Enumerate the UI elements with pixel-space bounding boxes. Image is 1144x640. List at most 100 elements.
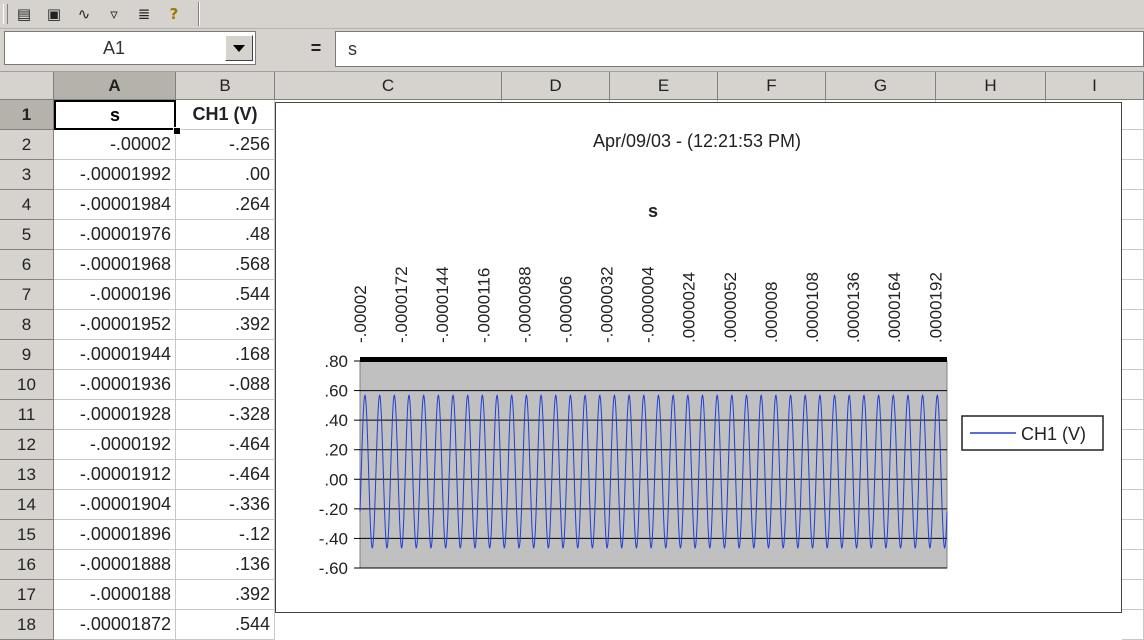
cell-a[interactable]: -.00002 xyxy=(54,130,176,160)
cell-a[interactable]: -.00001976 xyxy=(54,220,176,250)
row-header[interactable]: 14 xyxy=(0,490,54,520)
curve-fit-icon[interactable]: ∿ xyxy=(77,5,91,23)
row-header[interactable]: 4 xyxy=(0,190,54,220)
column-header-d[interactable]: D xyxy=(502,72,610,100)
y-tick-label: -.20 xyxy=(319,500,348,519)
cell-b[interactable]: .544 xyxy=(176,610,275,640)
select-all-corner[interactable] xyxy=(0,72,54,100)
empty-cell[interactable] xyxy=(1122,550,1144,580)
column-header-i[interactable]: I xyxy=(1046,72,1144,100)
row-header[interactable]: 15 xyxy=(0,520,54,550)
cell-a[interactable]: -.00001984 xyxy=(54,190,176,220)
row-header[interactable]: 18 xyxy=(0,610,54,640)
empty-cell[interactable] xyxy=(1122,160,1144,190)
row-header[interactable]: 17 xyxy=(0,580,54,610)
cell-a[interactable]: -.00001992 xyxy=(54,160,176,190)
series-line-ch1[interactable] xyxy=(359,393,948,549)
row-header[interactable]: 3 xyxy=(0,160,54,190)
empty-cell[interactable] xyxy=(1122,610,1144,640)
row-header[interactable]: 10 xyxy=(0,370,54,400)
cell-a[interactable]: -.00001936 xyxy=(54,370,176,400)
empty-cell[interactable] xyxy=(1122,460,1144,490)
cell-a[interactable]: -.00001968 xyxy=(54,250,176,280)
row-header[interactable]: 13 xyxy=(0,460,54,490)
column-header-c[interactable]: C xyxy=(275,72,502,100)
empty-cell[interactable] xyxy=(1122,400,1144,430)
empty-cell[interactable] xyxy=(1122,100,1144,130)
cell-a[interactable]: -.00001872 xyxy=(54,610,176,640)
cell-b[interactable]: -.12 xyxy=(176,520,275,550)
cell-b[interactable]: -.088 xyxy=(176,370,275,400)
cell-b[interactable]: .392 xyxy=(176,310,275,340)
empty-cell[interactable] xyxy=(1122,280,1144,310)
toolbar-grip[interactable] xyxy=(3,4,8,24)
cell-b[interactable]: .168 xyxy=(176,340,275,370)
cell-b[interactable]: -.256 xyxy=(176,130,275,160)
cell-a[interactable]: -.00001896 xyxy=(54,520,176,550)
statistics-icon[interactable]: ≣ xyxy=(137,5,151,23)
chart-options-icon[interactable]: ▣ xyxy=(46,5,62,23)
name-box-dropdown-button[interactable] xyxy=(225,35,253,61)
cell-a[interactable]: -.0000192 xyxy=(54,430,176,460)
cell-b[interactable]: .136 xyxy=(176,550,275,580)
cell-a[interactable]: -.00001944 xyxy=(54,340,176,370)
empty-cell[interactable] xyxy=(1122,130,1144,160)
cell-a[interactable]: -.00001928 xyxy=(54,400,176,430)
column-header-h[interactable]: H xyxy=(936,72,1046,100)
cell-b[interactable]: .568 xyxy=(176,250,275,280)
legend[interactable]: CH1 (V) xyxy=(961,415,1104,451)
empty-cell[interactable] xyxy=(1122,340,1144,370)
row-header[interactable]: 8 xyxy=(0,310,54,340)
chart[interactable]: Apr/09/03 - (12:21:53 PM) s .80 .60 .40 .20… xyxy=(275,102,1122,613)
empty-cell[interactable] xyxy=(1122,310,1144,340)
cell-b[interactable]: .264 xyxy=(176,190,275,220)
row-header[interactable]: 9 xyxy=(0,340,54,370)
empty-cell[interactable] xyxy=(1122,580,1144,610)
name-box-value[interactable]: A1 xyxy=(102,38,126,58)
column-header-e[interactable]: E xyxy=(610,72,718,100)
row-header[interactable]: 11 xyxy=(0,400,54,430)
row-header[interactable]: 16 xyxy=(0,550,54,580)
cell-b[interactable]: .00 xyxy=(176,160,275,190)
cell-a[interactable]: -.00001912 xyxy=(54,460,176,490)
empty-cell[interactable] xyxy=(1122,220,1144,250)
cell-a[interactable]: -.0000188 xyxy=(54,580,176,610)
cell-b[interactable]: -.336 xyxy=(176,490,275,520)
row-header[interactable]: 12 xyxy=(0,430,54,460)
cell-b[interactable]: .48 xyxy=(176,220,275,250)
column-header-g[interactable]: G xyxy=(826,72,936,100)
column-header-b[interactable]: B xyxy=(176,72,275,100)
row-header[interactable]: 2 xyxy=(0,130,54,160)
formula-input[interactable]: s xyxy=(335,31,1144,67)
empty-cell[interactable] xyxy=(1122,250,1144,280)
column-header-a[interactable]: A xyxy=(54,72,176,100)
help-icon[interactable]: ? xyxy=(169,5,179,23)
cell-a[interactable]: -.00001888 xyxy=(54,550,176,580)
active-cell[interactable]: s xyxy=(54,100,176,130)
column-header-f[interactable]: F xyxy=(718,72,826,100)
cell-b[interactable]: -.464 xyxy=(176,460,275,490)
cell-a[interactable]: -.00001904 xyxy=(54,490,176,520)
filter-icon[interactable]: ▿ xyxy=(110,5,118,23)
fill-handle[interactable] xyxy=(173,127,181,135)
empty-cell[interactable] xyxy=(1122,370,1144,400)
cell-b[interactable]: .392 xyxy=(176,580,275,610)
empty-cell[interactable] xyxy=(1122,190,1144,220)
chart-wizard-icon[interactable]: ▤ xyxy=(16,5,32,23)
cell-a[interactable]: -.00001952 xyxy=(54,310,176,340)
toolbar-separator xyxy=(198,2,199,26)
row-header[interactable]: 6 xyxy=(0,250,54,280)
empty-cell[interactable] xyxy=(1122,490,1144,520)
empty-cell[interactable] xyxy=(1122,520,1144,550)
x-tick-label: .0000164 xyxy=(885,272,904,343)
name-box[interactable]: A1 xyxy=(4,31,256,65)
cell-b[interactable]: -.464 xyxy=(176,430,275,460)
row-header[interactable]: 5 xyxy=(0,220,54,250)
cell-b[interactable]: .544 xyxy=(176,280,275,310)
cell-a[interactable]: -.0000196 xyxy=(54,280,176,310)
cell-b[interactable]: -.328 xyxy=(176,400,275,430)
cell-b[interactable]: CH1 (V) xyxy=(176,100,275,130)
row-header[interactable]: 1 xyxy=(0,100,54,130)
row-header[interactable]: 7 xyxy=(0,280,54,310)
empty-cell[interactable] xyxy=(1122,430,1144,460)
